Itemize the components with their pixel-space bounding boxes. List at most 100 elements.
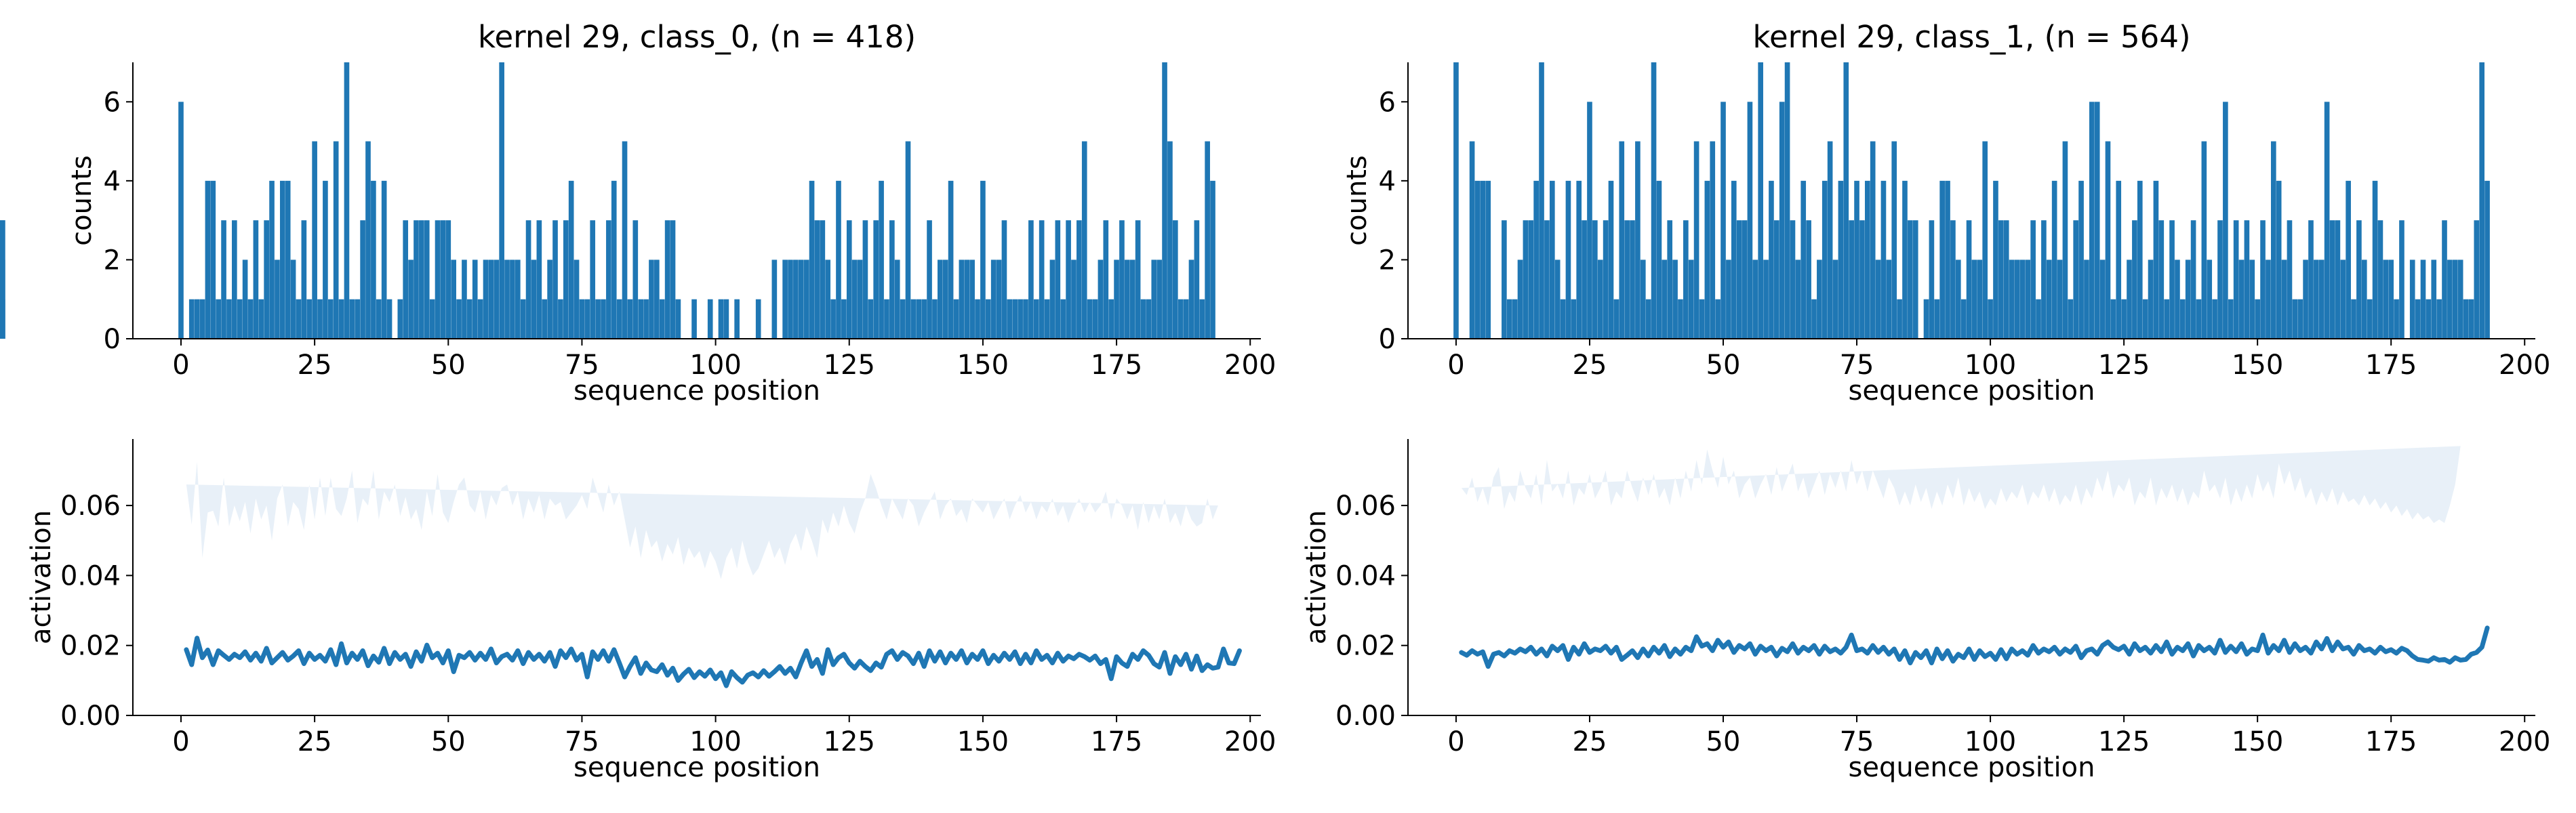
- bar: [285, 180, 291, 339]
- bar: [2356, 220, 2362, 339]
- bar: [349, 299, 355, 339]
- bar: [1977, 259, 1983, 339]
- bar: [2094, 102, 2100, 339]
- bar: [1966, 220, 1972, 339]
- x-tick-label: 0: [1447, 350, 1464, 381]
- bar: [1870, 141, 1876, 339]
- bar: [317, 299, 323, 339]
- bar: [964, 259, 970, 339]
- y-axis-label: counts: [66, 155, 98, 246]
- bar: [1528, 220, 1534, 339]
- bar: [1098, 259, 1104, 339]
- x-tick-label: 50: [431, 726, 466, 757]
- bar: [2196, 299, 2202, 339]
- bar: [1752, 259, 1758, 339]
- bar: [1875, 259, 1881, 339]
- y-tick-label: 0.04: [60, 560, 121, 591]
- bar: [2297, 299, 2303, 339]
- bar: [552, 220, 558, 339]
- bar: [2324, 102, 2330, 339]
- bar: [2340, 259, 2346, 339]
- bar: [2068, 299, 2074, 339]
- bar: [510, 259, 515, 339]
- bar: [1512, 299, 1518, 339]
- bar: [403, 220, 409, 339]
- bar: [1539, 62, 1544, 339]
- x-tick-label: 75: [565, 350, 599, 381]
- bar: [1012, 299, 1018, 339]
- bar: [579, 299, 585, 339]
- bar: [1554, 259, 1561, 339]
- bar: [1742, 220, 1748, 339]
- bar: [2036, 299, 2041, 339]
- bar: [1667, 220, 1673, 339]
- bar: [975, 299, 980, 339]
- bar: [675, 299, 681, 339]
- x-tick-label: 125: [2098, 726, 2150, 757]
- bar: [985, 299, 991, 339]
- bar: [670, 220, 676, 339]
- bar: [2228, 299, 2234, 339]
- y-tick-label: 0.06: [60, 491, 121, 522]
- bar: [1838, 180, 1844, 339]
- bar: [258, 299, 264, 339]
- bar: [1146, 299, 1152, 339]
- bar: [2179, 299, 2186, 339]
- bar: [996, 259, 1002, 339]
- bar: [2452, 259, 2458, 339]
- bar: [980, 180, 986, 339]
- bar: [1886, 259, 1892, 339]
- bar: [2388, 259, 2394, 339]
- bar: [2420, 259, 2426, 339]
- bar: [1571, 299, 1577, 339]
- bar: [1710, 141, 1716, 339]
- bar: [414, 220, 419, 339]
- x-tick-label: 125: [824, 350, 875, 381]
- bar: [718, 299, 724, 339]
- bar: [1140, 299, 1146, 339]
- bar: [1565, 180, 1571, 339]
- bar: [814, 220, 820, 339]
- y-tick-label: 0.02: [60, 631, 121, 662]
- x-tick-label: 50: [1706, 350, 1741, 381]
- bar: [445, 220, 451, 339]
- bar: [397, 299, 403, 339]
- bar: [921, 299, 927, 339]
- bar: [2025, 259, 2031, 339]
- bar: [1210, 180, 1215, 339]
- x-axis-label: sequence position: [1849, 375, 2095, 406]
- bar: [216, 299, 222, 339]
- bar: [1125, 259, 1130, 339]
- bar: [937, 259, 943, 339]
- bar: [2308, 220, 2314, 339]
- bar: [825, 259, 831, 339]
- bar: [1726, 259, 1731, 339]
- bar: [2046, 259, 2052, 339]
- bar: [2479, 62, 2485, 339]
- y-tick-label: 4: [104, 166, 121, 197]
- bar: [1912, 220, 1918, 339]
- bar: [1480, 180, 1486, 339]
- activation-line: [184, 635, 1242, 688]
- bar: [419, 220, 424, 339]
- bar: [2426, 299, 2432, 339]
- bar: [1485, 180, 1491, 339]
- y-tick-label: 0: [104, 324, 121, 355]
- bar: [2474, 220, 2480, 339]
- bar: [2463, 299, 2469, 339]
- bar: [1843, 62, 1849, 339]
- x-tick-label: 75: [1840, 350, 1874, 381]
- bar: [1533, 180, 1539, 339]
- bar: [2041, 220, 2047, 339]
- x-tick-label: 200: [2499, 350, 2550, 381]
- bar: [1597, 259, 1603, 339]
- bar: [884, 299, 889, 339]
- bar: [1023, 299, 1028, 339]
- bar: [1699, 299, 1705, 339]
- bar: [1891, 141, 1897, 339]
- bar: [2019, 259, 2026, 339]
- bar: [1453, 62, 1459, 339]
- bar: [199, 299, 205, 339]
- bar: [659, 299, 665, 339]
- bar: [499, 62, 504, 339]
